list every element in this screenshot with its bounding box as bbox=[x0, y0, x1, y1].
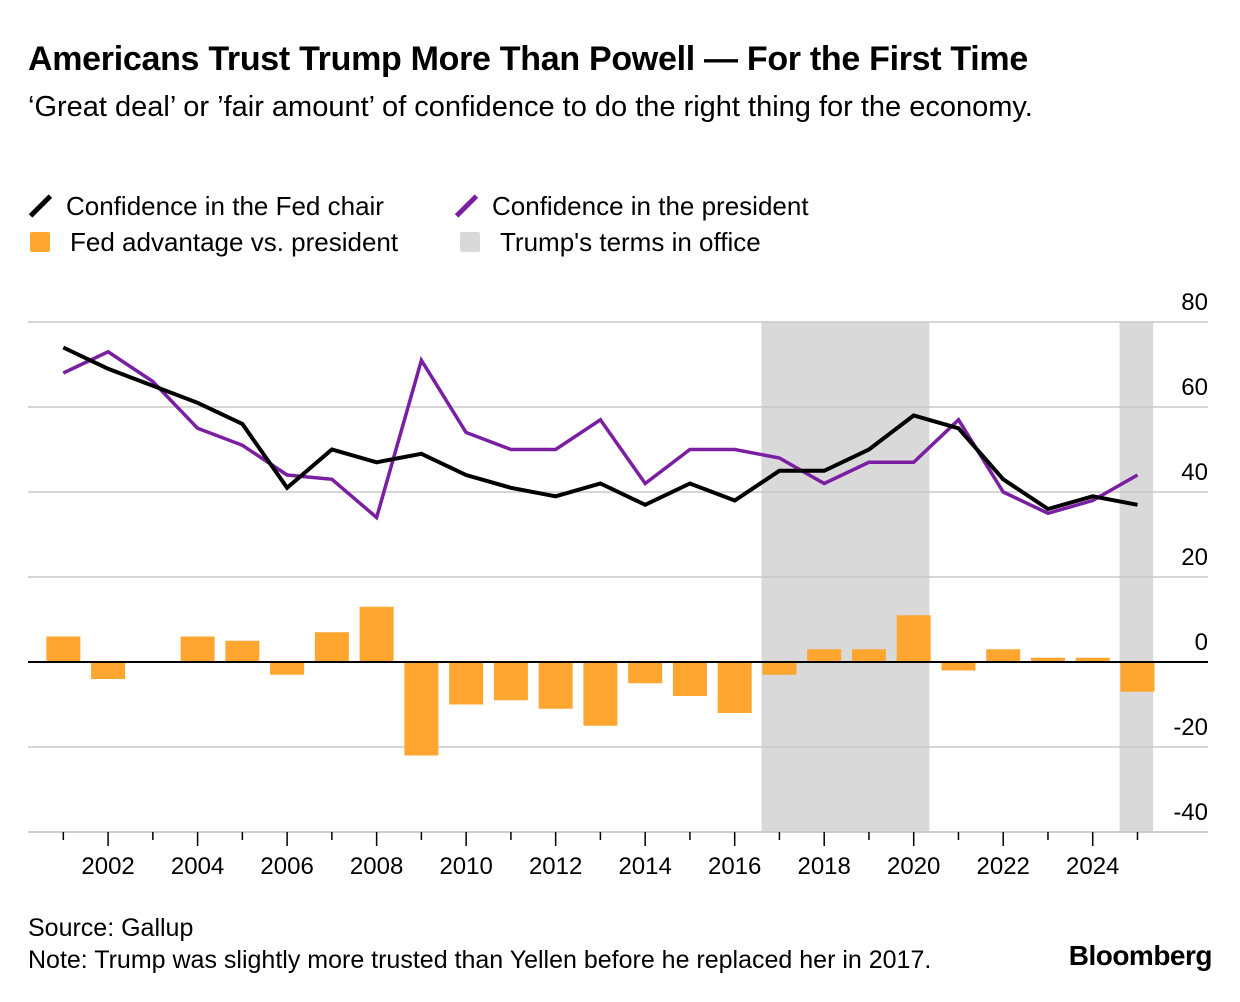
fed-advantage-bar bbox=[1120, 662, 1155, 692]
fed-advantage-bar bbox=[225, 640, 260, 662]
gridlines bbox=[28, 321, 1208, 833]
legend-label: Fed advantage vs. president bbox=[70, 226, 399, 257]
fed-advantage-bar bbox=[896, 615, 931, 662]
x-tick-label: 2010 bbox=[439, 853, 492, 880]
fed-advantage-bar bbox=[941, 662, 976, 671]
y-tick-label: 40 bbox=[1181, 459, 1208, 486]
legend-label: Confidence in the president bbox=[492, 190, 809, 221]
x-tick-label: 2008 bbox=[350, 853, 403, 880]
x-tick-label: 2006 bbox=[260, 853, 313, 880]
y-tick-label: 80 bbox=[1181, 289, 1208, 316]
x-tick-label: 2012 bbox=[529, 853, 582, 880]
bars bbox=[46, 606, 1155, 756]
president-line bbox=[62, 349, 1139, 521]
box-swatch-icon bbox=[460, 232, 480, 252]
legend-item-fed-advantage: Fed advantage vs. president bbox=[28, 224, 398, 260]
x-tick-label: 2022 bbox=[977, 853, 1030, 880]
fed-advantage-bar bbox=[314, 632, 349, 662]
legend-item-president: Confidence in the president bbox=[454, 188, 809, 224]
y-tick-label: 60 bbox=[1181, 374, 1208, 401]
x-tick-label: 2016 bbox=[708, 853, 761, 880]
x-tick-label: 2018 bbox=[797, 853, 850, 880]
legend-item-trump-terms: Trump's terms in office bbox=[460, 224, 761, 260]
y-tick-label: -40 bbox=[1173, 799, 1208, 826]
fed-advantage-bar bbox=[628, 662, 663, 684]
chart-subtitle: ‘Great deal’ or ’fair amount’ of confide… bbox=[28, 91, 1033, 123]
chart-title: Americans Trust Trump More Than Powell —… bbox=[28, 40, 1028, 78]
fed-advantage-bar bbox=[404, 662, 439, 756]
y-tick-label: 0 bbox=[1195, 629, 1208, 656]
fed-advantage-bar bbox=[986, 649, 1021, 662]
fed-advantage-bar bbox=[583, 662, 618, 726]
x-tick-label: 2002 bbox=[81, 853, 134, 880]
legend-item-fed-chair: Confidence in the Fed chair bbox=[28, 188, 384, 224]
x-tick-label: 2024 bbox=[1066, 853, 1119, 880]
fed-advantage-bar bbox=[538, 662, 573, 709]
line-swatch-icon bbox=[28, 194, 52, 218]
fed-advantage-bar bbox=[717, 662, 752, 713]
fed-advantage-bar bbox=[493, 662, 528, 701]
fed-advantage-bar bbox=[270, 662, 305, 675]
fed-chair-line bbox=[62, 345, 1138, 512]
legend-label: Trump's terms in office bbox=[500, 226, 761, 257]
fed-advantage-bar bbox=[46, 636, 81, 662]
fed-advantage-bar bbox=[1030, 657, 1065, 662]
fed-advantage-bar bbox=[449, 662, 484, 705]
fed-advantage-bar bbox=[672, 662, 707, 696]
fed-advantage-bar bbox=[762, 662, 797, 675]
fed-advantage-bar bbox=[807, 649, 842, 662]
y-tick-labels: -40 -20 0 20 40 60 80 bbox=[1173, 289, 1208, 826]
series-lines bbox=[62, 345, 1139, 521]
x-tick-labels: 2002 2004 2006 2008 2010 2012 2014 2016 2018 2020… bbox=[28, 831, 1208, 880]
fed-advantage-bar bbox=[359, 606, 394, 662]
fed-advantage-bar bbox=[851, 649, 886, 662]
source-text: Source: Gallup bbox=[28, 914, 194, 942]
legend-label: Confidence in the Fed chair bbox=[66, 190, 384, 221]
fed-advantage-bar bbox=[180, 636, 215, 662]
note-text: Note: Trump was slightly more trusted th… bbox=[28, 946, 932, 974]
box-swatch-icon bbox=[30, 232, 50, 252]
bloomberg-logo: Bloomberg bbox=[1068, 940, 1213, 971]
x-tick-label: 2004 bbox=[171, 853, 224, 880]
chart-plot: -40 -20 0 20 40 60 80 2002 2004 2006 2008 2010 2012… bbox=[28, 289, 1208, 880]
y-tick-label: -20 bbox=[1173, 714, 1208, 741]
fed-advantage-bar bbox=[1075, 657, 1110, 662]
fed-advantage-bar bbox=[91, 662, 126, 679]
x-tick-label: 2014 bbox=[618, 853, 671, 880]
x-tick-label: 2020 bbox=[887, 853, 940, 880]
line-swatch-icon bbox=[454, 194, 478, 218]
y-tick-label: 20 bbox=[1181, 544, 1208, 571]
